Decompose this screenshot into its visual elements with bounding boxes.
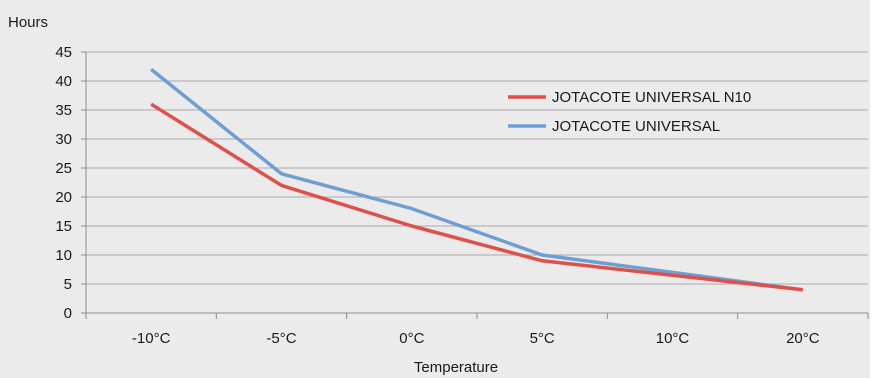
series-lines xyxy=(150,68,804,292)
x-tick-label: 0°C xyxy=(399,330,424,347)
x-tick-label: -10°C xyxy=(132,330,171,347)
y-tick-label: 5 xyxy=(64,276,72,293)
y-tick-label: 15 xyxy=(55,218,72,235)
tick-labels: 0 5 10 15 20 25 30 35 40 45 -10°C -5°C 0°C 5°C 10°C 20°… xyxy=(55,44,819,347)
y-tick-label: 0 xyxy=(64,305,72,322)
x-tick-label: 5°C xyxy=(530,330,555,347)
x-tick-label: -5°C xyxy=(266,330,296,347)
gridlines xyxy=(86,51,868,285)
axes xyxy=(81,51,869,319)
y-tick-label: 10 xyxy=(55,247,72,264)
x-tick-label: 10°C xyxy=(656,330,690,347)
y-axis-title: Hours xyxy=(8,14,48,31)
y-tick-label: 40 xyxy=(55,73,72,90)
series-line-1 xyxy=(150,102,803,292)
legend-label: JOTACOTE UNIVERSAL xyxy=(552,118,720,135)
legend-label: JOTACOTE UNIVERSAL N10 xyxy=(552,89,751,106)
y-tick-label: 25 xyxy=(55,160,72,177)
x-tick-label: 20°C xyxy=(786,330,820,347)
series-line-2 xyxy=(150,68,804,292)
y-tick-label: 20 xyxy=(55,189,72,206)
y-tick-label: 30 xyxy=(55,131,72,148)
y-tick-label: 45 xyxy=(55,44,72,61)
x-axis-title: Temperature xyxy=(414,359,498,376)
legend: JOTACOTE UNIVERSAL N10 JOTACOTE UNIVERSAL xyxy=(508,89,751,135)
y-tick-label: 35 xyxy=(55,102,72,119)
